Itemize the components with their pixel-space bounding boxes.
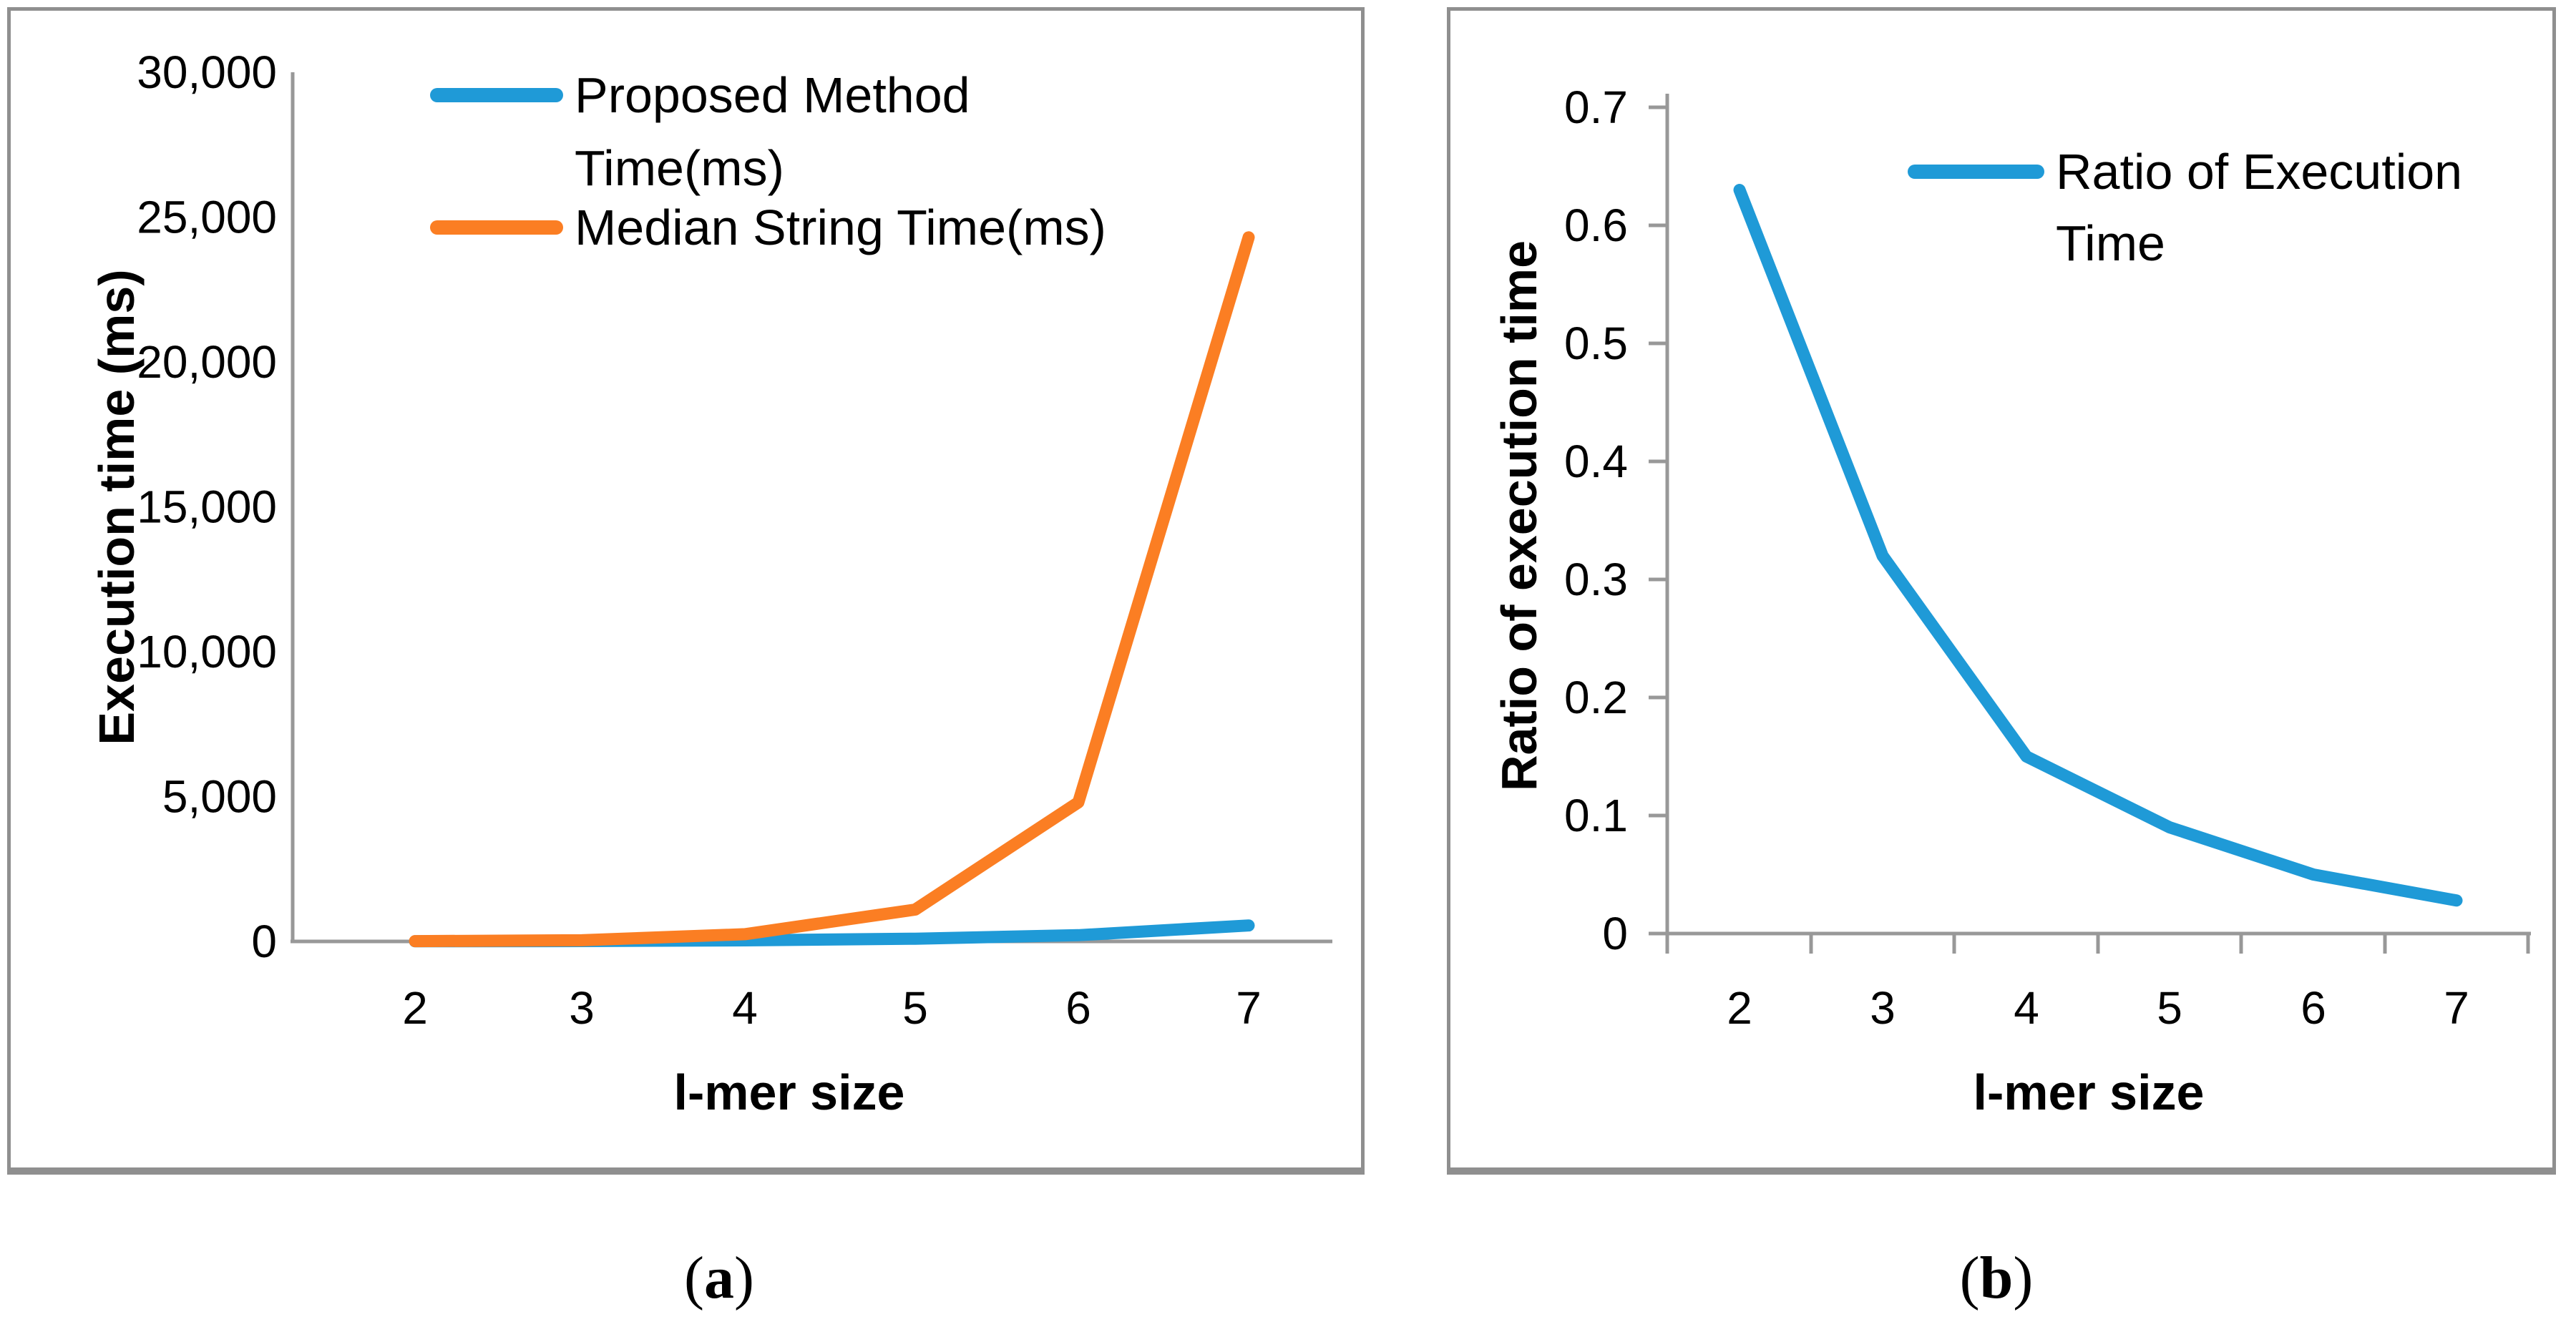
- y-tick-label: 0.5: [1564, 318, 1628, 369]
- ratio-chart: 0 0.1 0.2 0.3 0.4 0.5 0.6 0.7 2 3 4 5 6 7 Ratio of Exe…: [1491, 82, 2531, 1120]
- execution-time-chart: 0 5,000 10,000 15,000 20,000 25,000 30,000 2 3 4 5…: [89, 46, 1332, 1120]
- y-tick-label: 20,000: [137, 336, 277, 388]
- x-tick-label: 6: [2301, 982, 2326, 1034]
- legend-label-0: Ratio of Execution: [2056, 144, 2462, 200]
- x-tick-label: 5: [2157, 982, 2182, 1034]
- caption-b-close: ): [2013, 1245, 2034, 1311]
- y-axis-title: Execution time (ms): [89, 269, 145, 745]
- x-tick-label: 5: [902, 982, 928, 1034]
- y-tick-label: 0: [251, 916, 277, 967]
- legend-label-1: Median String Time(ms): [575, 200, 1106, 255]
- y-tick-label: 5,000: [162, 771, 277, 823]
- y-tick-label: 15,000: [137, 481, 277, 533]
- x-tick-label: 4: [732, 982, 758, 1034]
- caption-b-letter: b: [1979, 1245, 2014, 1311]
- caption-a-open: (: [684, 1245, 704, 1311]
- y-tick-label: 10,000: [137, 626, 277, 677]
- x-tick-label: 2: [1727, 982, 1752, 1034]
- caption-a-letter: a: [704, 1245, 734, 1311]
- x-axis-title: l-mer size: [1974, 1064, 2205, 1120]
- y-tick-label: 0.3: [1564, 554, 1628, 605]
- x-tick-label: 3: [1870, 982, 1896, 1034]
- y-tick-label: 0.4: [1564, 436, 1628, 487]
- y-tick-label: 0.6: [1564, 200, 1628, 251]
- y-axis-title: Ratio of execution time: [1491, 240, 1547, 791]
- x-tick-label: 2: [402, 982, 428, 1034]
- x-tick-label: 7: [1236, 982, 1262, 1034]
- x-tick-label: 3: [569, 982, 595, 1034]
- legend-label-0: Time(ms): [575, 140, 784, 196]
- y-tick-label: 25,000: [137, 192, 277, 243]
- legend-label-0: Proposed Method: [575, 67, 970, 123]
- series-line-0: [1733, 184, 2463, 907]
- y-tick-label: 30,000: [137, 46, 277, 98]
- y-tick-label: 0.7: [1564, 82, 1628, 133]
- y-tick-label: 0.1: [1564, 790, 1628, 841]
- y-tick-label: 0: [1602, 908, 1628, 959]
- series-line-1: [409, 231, 1255, 948]
- y-tick-label: 0.2: [1564, 672, 1628, 723]
- caption-b: (b): [1960, 1243, 2034, 1313]
- subfigure-a-panel: 0 5,000 10,000 15,000 20,000 25,000 30,000 2 3 4 5…: [7, 7, 1365, 1175]
- subfigure-b-panel: 0 0.1 0.2 0.3 0.4 0.5 0.6 0.7 2 3 4 5 6 7 Ratio of Exe…: [1447, 7, 2556, 1175]
- caption-a-close: ): [734, 1245, 754, 1311]
- x-tick-label: 6: [1065, 982, 1091, 1034]
- caption-a: (a): [684, 1243, 754, 1313]
- x-tick-label: 4: [2014, 982, 2039, 1034]
- x-axis-title: l-mer size: [674, 1064, 905, 1120]
- x-tick-label: 7: [2444, 982, 2469, 1034]
- caption-b-open: (: [1959, 1245, 1980, 1311]
- legend-label-0: Time: [2056, 215, 2165, 271]
